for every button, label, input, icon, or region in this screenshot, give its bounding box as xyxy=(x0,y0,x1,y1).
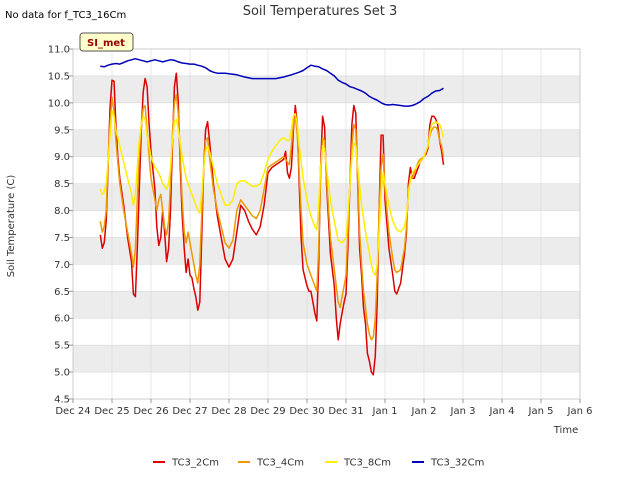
y-axis-ticks: 4.5 5.0 5.5 6.0 6.5 7.0 7.5 8.0 8.5 9.0 9.5 10.0 10.… xyxy=(48,45,73,406)
legend-label-tc3-8cm: TC3_8Cm xyxy=(343,458,391,469)
site-label: SI_met xyxy=(87,38,125,49)
chart-title: Soil Temperatures Set 3 xyxy=(243,4,398,19)
x-axis-ticks: Dec 24 Dec 25 Dec 26 Dec 27 Dec 28 Dec 29 Dec … xyxy=(55,399,592,417)
band-9.0 xyxy=(73,129,580,157)
y-tick-label: 6.5 xyxy=(54,287,70,298)
x-tick-label: Dec 29 xyxy=(250,406,285,417)
x-tick-label: Dec 30 xyxy=(289,406,324,417)
x-axis-label: Time xyxy=(553,425,578,436)
x-tick-label: Dec 24 xyxy=(55,406,90,417)
x-tick-label: Dec 27 xyxy=(172,406,207,417)
y-tick-label: 10.5 xyxy=(48,71,70,82)
legend-label-tc3-32cm: TC3_32Cm xyxy=(430,458,484,469)
x-tick-label: Jan 1 xyxy=(372,406,398,417)
y-tick-label: 11.0 xyxy=(48,45,70,56)
y-tick-label: 6.0 xyxy=(54,314,70,325)
band-10.0 xyxy=(73,75,580,103)
no-data-note: No data for f_TC3_16Cm xyxy=(5,10,126,21)
x-tick-label: Dec 28 xyxy=(211,406,246,417)
x-tick-label: Jan 4 xyxy=(489,406,515,417)
series-line-tc3-2cm xyxy=(99,72,445,376)
legend-label-tc3-4cm: TC3_4Cm xyxy=(256,458,304,469)
band-6.0 xyxy=(73,291,580,319)
series-line-tc3-4cm xyxy=(99,94,445,341)
y-tick-label: 9.0 xyxy=(54,152,70,163)
band-5.0 xyxy=(73,345,580,373)
series-line-tc3-8cm xyxy=(99,110,445,276)
y-tick-label: 8.0 xyxy=(54,206,70,217)
series-lines xyxy=(99,57,445,376)
legend-label-tc3-2cm: TC3_2Cm xyxy=(171,458,219,469)
x-tick-label: Dec 25 xyxy=(94,406,129,417)
y-tick-label: 8.5 xyxy=(54,179,70,190)
y-axis-label: Soil Temperature (C) xyxy=(6,175,17,278)
site-label-box xyxy=(79,32,134,52)
x-tick-label: Jan 2 xyxy=(411,406,437,417)
grid-lines xyxy=(72,48,581,400)
y-tick-label: 5.5 xyxy=(54,341,70,352)
x-tick-label: Jan 5 xyxy=(528,406,554,417)
plot-area-frame xyxy=(72,48,581,400)
legend: TC3_2Cm TC3_4Cm TC3_8Cm TC3_32Cm xyxy=(153,458,484,469)
y-tick-label: 4.5 xyxy=(54,395,70,406)
y-tick-label: 10.0 xyxy=(48,98,70,109)
series-line-tc3-32cm xyxy=(100,57,444,107)
band-7.0 xyxy=(73,237,580,265)
y-tick-label: 7.5 xyxy=(54,233,70,244)
x-tick-label: Dec 26 xyxy=(133,406,168,417)
x-tick-label: Jan 6 xyxy=(567,406,593,417)
x-tick-label: Jan 3 xyxy=(450,406,476,417)
y-tick-label: 5.0 xyxy=(54,368,70,379)
site-label-badge: SI_met xyxy=(79,32,134,52)
y-tick-label: 9.5 xyxy=(54,125,70,136)
x-tick-label: Dec 31 xyxy=(328,406,363,417)
y-tick-label: 7.0 xyxy=(54,260,70,271)
